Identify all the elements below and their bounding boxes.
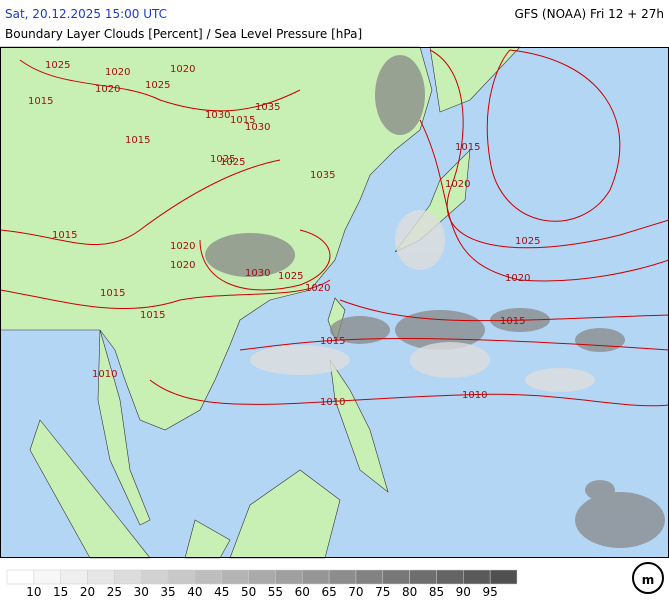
isobar-label: 1025	[210, 154, 235, 165]
isobar-label: 1015	[125, 135, 150, 146]
legend-label: 40	[187, 585, 202, 599]
legend-label: 60	[295, 585, 310, 599]
legend-swatch	[302, 569, 330, 585]
isobar-label: 1015	[320, 336, 345, 347]
isobar-label: 1025	[45, 60, 70, 71]
legend-label: 25	[107, 585, 122, 599]
map-title: Boundary Layer Clouds [Percent] / Sea Le…	[5, 27, 362, 41]
isobar-label: 1020	[170, 260, 195, 271]
legend-label: 75	[375, 585, 390, 599]
legend-label: 45	[214, 585, 229, 599]
isobar-label: 1025	[515, 236, 540, 247]
legend-label: 95	[483, 585, 498, 599]
isobar-label: 1030	[245, 268, 270, 279]
legend-swatch	[33, 569, 61, 585]
isobar-label: 1025	[145, 80, 170, 91]
isobar-label: 1035	[255, 102, 280, 113]
legend-swatch	[167, 569, 196, 585]
logo: m	[632, 562, 664, 594]
legend-label: 55	[268, 585, 283, 599]
legend-swatch	[355, 569, 384, 585]
isobar-label: 1020	[445, 179, 470, 190]
isobar-label: 1020	[305, 283, 330, 294]
isobar-label: 1015	[52, 230, 77, 241]
legend-swatch	[248, 569, 276, 585]
isobar-label: 1020	[505, 273, 530, 284]
legend: 10 15 20 25 30 35 40 45 50 55 60 65 70 75 80 85 90 95	[6, 569, 518, 599]
isobar-label: 1025	[220, 157, 245, 168]
isobar-label: 1015	[500, 316, 525, 327]
legend-swatch	[114, 569, 142, 585]
legend-swatch	[194, 569, 222, 585]
legend-swatch	[87, 569, 115, 585]
legend-label: 15	[53, 585, 68, 599]
isobar-label: 1015	[140, 310, 165, 321]
isobar-label: 1020	[170, 241, 195, 252]
legend-swatch	[409, 569, 437, 585]
isobar-label: 1010	[462, 390, 487, 401]
legend-swatch	[275, 569, 303, 585]
isobar-label: 1035	[310, 170, 335, 181]
legend-label: 20	[80, 585, 95, 599]
svg-text:m: m	[642, 573, 655, 587]
legend-swatch	[221, 569, 249, 585]
isobar-label: 1015	[455, 142, 480, 153]
legend-label: 70	[348, 585, 363, 599]
isobar-label: 1020	[105, 67, 130, 78]
legend-label: 85	[429, 585, 444, 599]
legend-label: 50	[241, 585, 256, 599]
legend-swatch	[328, 569, 357, 585]
isobar-label: 1015	[230, 115, 255, 126]
legend-label: 80	[402, 585, 417, 599]
legend-swatch	[140, 569, 169, 585]
legend-swatch	[6, 569, 35, 585]
isobar-label: 1030	[245, 122, 270, 133]
map	[0, 46, 669, 559]
isobar-label: 1010	[320, 397, 345, 408]
isobar-label: 1025	[278, 271, 303, 282]
legend-swatch	[463, 569, 491, 585]
isobar-labels: 1025102010151020102510201030103510251030…	[28, 60, 540, 408]
legend-label: 30	[134, 585, 149, 599]
isobar-label: 1015	[28, 96, 53, 107]
legend-label: 10	[26, 585, 41, 599]
legend-swatch	[60, 569, 88, 585]
isobar-label: 1030	[205, 110, 230, 121]
isobar-label: 1010	[92, 369, 117, 380]
model: GFS (NOAA) Fri 12 + 27h	[514, 7, 664, 21]
legend-swatch	[489, 569, 518, 585]
isobar-label: 1020	[95, 84, 120, 95]
legend-label: 35	[160, 585, 175, 599]
isobar-label: 1015	[100, 288, 125, 299]
legend-label: 65	[321, 585, 336, 599]
isobar-label: 1020	[170, 64, 195, 75]
legend-swatch	[436, 569, 464, 585]
legend-label: 90	[456, 585, 471, 599]
legend-swatch	[382, 569, 410, 585]
date: Sat, 20.12.2025 15:00 UTC	[5, 7, 167, 21]
